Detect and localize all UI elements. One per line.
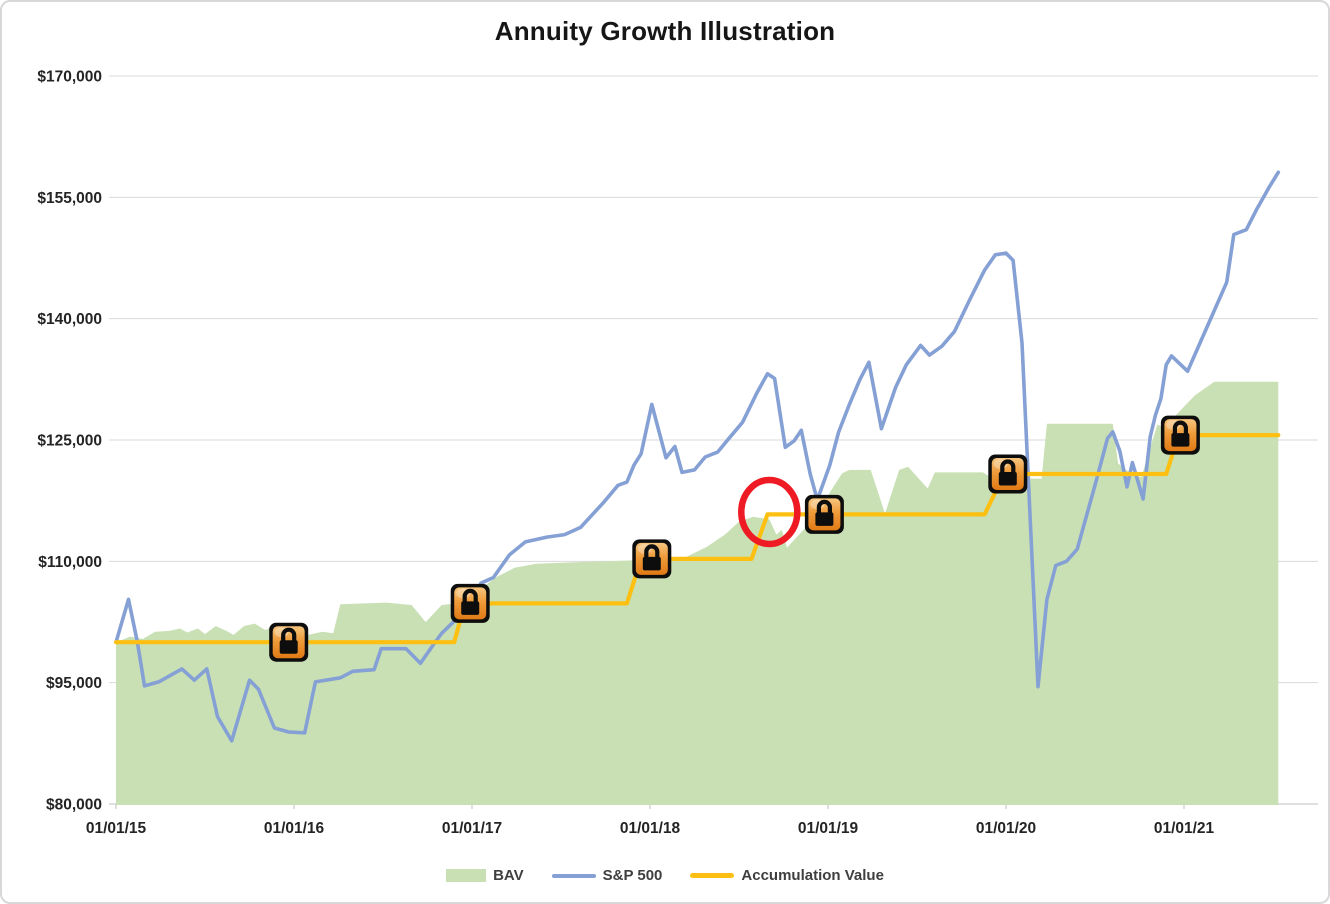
legend-label-bav: BAV	[493, 867, 524, 884]
highlight-circle-annotation	[738, 476, 801, 548]
bav-legend-swatch	[446, 869, 487, 882]
x-axis-label: 01/01/21	[1154, 820, 1215, 837]
bav-area	[116, 381, 1279, 805]
chart-title: Annuity Growth Illustration	[494, 16, 836, 46]
x-axis-label: 01/01/18	[620, 820, 681, 837]
y-axis-label: $170,000	[37, 69, 102, 86]
y-axis-label: $110,000	[38, 554, 102, 571]
accumulation-value-legend-swatch	[690, 873, 735, 878]
x-axis-label: 01/01/20	[976, 820, 1036, 837]
legend-label-sp500: S&P 500	[602, 867, 663, 884]
lock-icon	[1160, 415, 1200, 455]
y-axis-label: $80,000	[46, 797, 102, 814]
lock-icon	[269, 622, 309, 662]
x-axis-label: 01/01/19	[798, 820, 859, 837]
lock-icon	[804, 494, 844, 534]
sp500-legend-swatch	[551, 874, 596, 878]
x-axis-label: 01/01/16	[264, 820, 325, 837]
y-axis-label: $140,000	[37, 311, 102, 328]
lock-icon	[632, 539, 672, 579]
lock-icon	[988, 454, 1028, 494]
y-axis-label: $95,000	[46, 675, 102, 692]
legend-item-accumulation-value: Accumulation Value	[690, 867, 884, 884]
legend-item-bav: BAV	[446, 867, 524, 884]
legend-item-sp500: S&P 500	[551, 867, 663, 884]
x-axis-label: 01/01/17	[442, 820, 502, 837]
y-axis-label: $125,000	[37, 433, 102, 450]
legend-label-accumulation-value: Accumulation Value	[741, 867, 884, 884]
lock-icon	[450, 583, 490, 623]
x-axis-label: 01/01/15	[86, 820, 147, 837]
y-axis-label: $155,000	[37, 190, 102, 207]
chart-legend: BAV S&P 500 Accumulation Value	[2, 867, 1328, 884]
